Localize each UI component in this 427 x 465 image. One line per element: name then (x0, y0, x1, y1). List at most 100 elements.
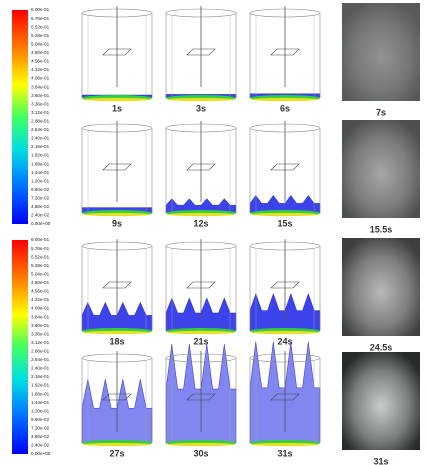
fluid-base-edge (83, 97, 151, 102)
colorbar-label: 2.40e-02 (31, 213, 50, 218)
colorbar-label: 2.40e-01 (31, 366, 50, 371)
time-label: 31s (277, 448, 292, 458)
colorbar-label: 3.60e-01 (31, 323, 50, 328)
colorbar-label: 5.76e-01 (31, 16, 50, 21)
colorbar-label: 1.44e-01 (31, 170, 50, 175)
colorbar-label: 2.88e-01 (31, 348, 50, 353)
colorbar-label: 1.92e-01 (31, 153, 50, 158)
simulation-panel (249, 6, 321, 102)
colorbar-label: 9.60e-02 (31, 417, 50, 422)
colorbar-label: 0.00e+00 (31, 221, 51, 226)
time-label: 9s (112, 218, 122, 228)
colorbar-label: 2.16e-01 (31, 374, 50, 379)
fluid-base-edge (251, 330, 319, 335)
colorbar-label: 3.12e-01 (31, 340, 50, 345)
simulation-panel (81, 351, 153, 447)
photo-time-label: 7s (376, 107, 386, 117)
colorbar-label: 5.28e-01 (31, 263, 50, 268)
colorbar-label: 4.80e-01 (31, 280, 50, 285)
colorbar-label: 4.08e-01 (31, 306, 50, 311)
time-label: 21s (193, 336, 208, 346)
colorbar-label: 9.60e-02 (31, 187, 50, 192)
colorbar-label: 2.64e-01 (31, 127, 50, 132)
colorbar-label: 5.52e-01 (31, 254, 50, 259)
impeller (270, 393, 300, 401)
colorbar-label: 4.56e-01 (31, 289, 50, 294)
colorbar-label: 1.44e-01 (31, 400, 50, 405)
colorbar-label: 5.04e-01 (31, 271, 50, 276)
time-label: 30s (193, 448, 208, 458)
colorbar-label: 4.80e-01 (31, 50, 50, 55)
impeller (102, 281, 132, 289)
simulation-panel (249, 121, 321, 217)
colorbar-label: 2.88e-01 (31, 118, 50, 123)
photo-shade (342, 352, 420, 450)
impeller (270, 48, 300, 56)
time-label: 24s (277, 336, 292, 346)
time-label: 6s (280, 103, 290, 113)
colorbar-label: 4.32e-01 (31, 67, 50, 72)
colorbar-label: 1.68e-01 (31, 391, 50, 396)
colorbar-label: 4.08e-01 (31, 76, 50, 81)
impeller (102, 163, 132, 171)
colorbar-label: 5.52e-01 (31, 24, 50, 29)
photo-time-label: 15.5s (370, 224, 393, 234)
colorbar-label: 6.00e-01 (31, 237, 50, 242)
impeller (270, 281, 300, 289)
impeller (102, 393, 132, 401)
fluid-base-edge (251, 442, 319, 447)
fluid-base-edge (251, 212, 319, 217)
colorbar-label: 3.36e-01 (31, 101, 50, 106)
colorbar-label: 4.80e-02 (31, 434, 50, 439)
colorbar-label: 2.40e-01 (31, 136, 50, 141)
fluid (249, 195, 321, 214)
impeller (186, 393, 216, 401)
fluid-base-edge (167, 442, 235, 447)
colorbar-label: 1.20e-01 (31, 408, 50, 413)
colorbar-label: 7.20e-02 (31, 196, 50, 201)
experiment-photo (342, 120, 420, 218)
colorbar-label: 3.84e-01 (31, 84, 50, 89)
colorbar-label: 2.16e-01 (31, 144, 50, 149)
photo-time-label: 24.5s (370, 342, 393, 352)
colorbar-label: 0.00e+00 (31, 451, 51, 456)
photo-shade (342, 3, 420, 101)
colorbar-label: 4.80e-02 (31, 204, 50, 209)
time-label: 18s (109, 336, 124, 346)
experiment-photo (342, 3, 420, 101)
colorbar-label: 5.76e-01 (31, 246, 50, 251)
time-label: 27s (109, 448, 124, 458)
fluid-base-edge (83, 330, 151, 335)
simulation-panel (249, 239, 321, 335)
colorbar-label: 6.00e-01 (31, 7, 50, 12)
colorbar-label: 3.12e-01 (31, 110, 50, 115)
time-label: 3s (196, 103, 206, 113)
impeller (270, 163, 300, 171)
experiment-photo (342, 238, 420, 336)
fluid-base-edge (83, 442, 151, 447)
colorbar-label: 3.84e-01 (31, 314, 50, 319)
photo-shade (342, 120, 420, 218)
colorbar-label: 1.68e-01 (31, 161, 50, 166)
simulation-panel (81, 239, 153, 335)
colorbar (12, 10, 28, 224)
colorbar-label: 1.20e-01 (31, 178, 50, 183)
fluid-base-edge (167, 212, 235, 217)
time-label: 12s (193, 218, 208, 228)
photo-time-label: 31s (373, 456, 388, 465)
colorbar-label: 3.60e-01 (31, 93, 50, 98)
colorbar-label: 5.28e-01 (31, 33, 50, 38)
impeller (186, 163, 216, 171)
simulation-panel (81, 121, 153, 217)
time-label: 15s (277, 218, 292, 228)
fluid-base-edge (251, 97, 319, 102)
impeller (186, 281, 216, 289)
colorbar (12, 240, 28, 454)
colorbar-label: 7.20e-02 (31, 426, 50, 431)
experiment-photo (342, 352, 420, 450)
colorbar-label: 5.04e-01 (31, 41, 50, 46)
colorbar-label: 1.92e-01 (31, 383, 50, 388)
colorbar-label: 3.36e-01 (31, 331, 50, 336)
fluid-base-edge (83, 212, 151, 217)
